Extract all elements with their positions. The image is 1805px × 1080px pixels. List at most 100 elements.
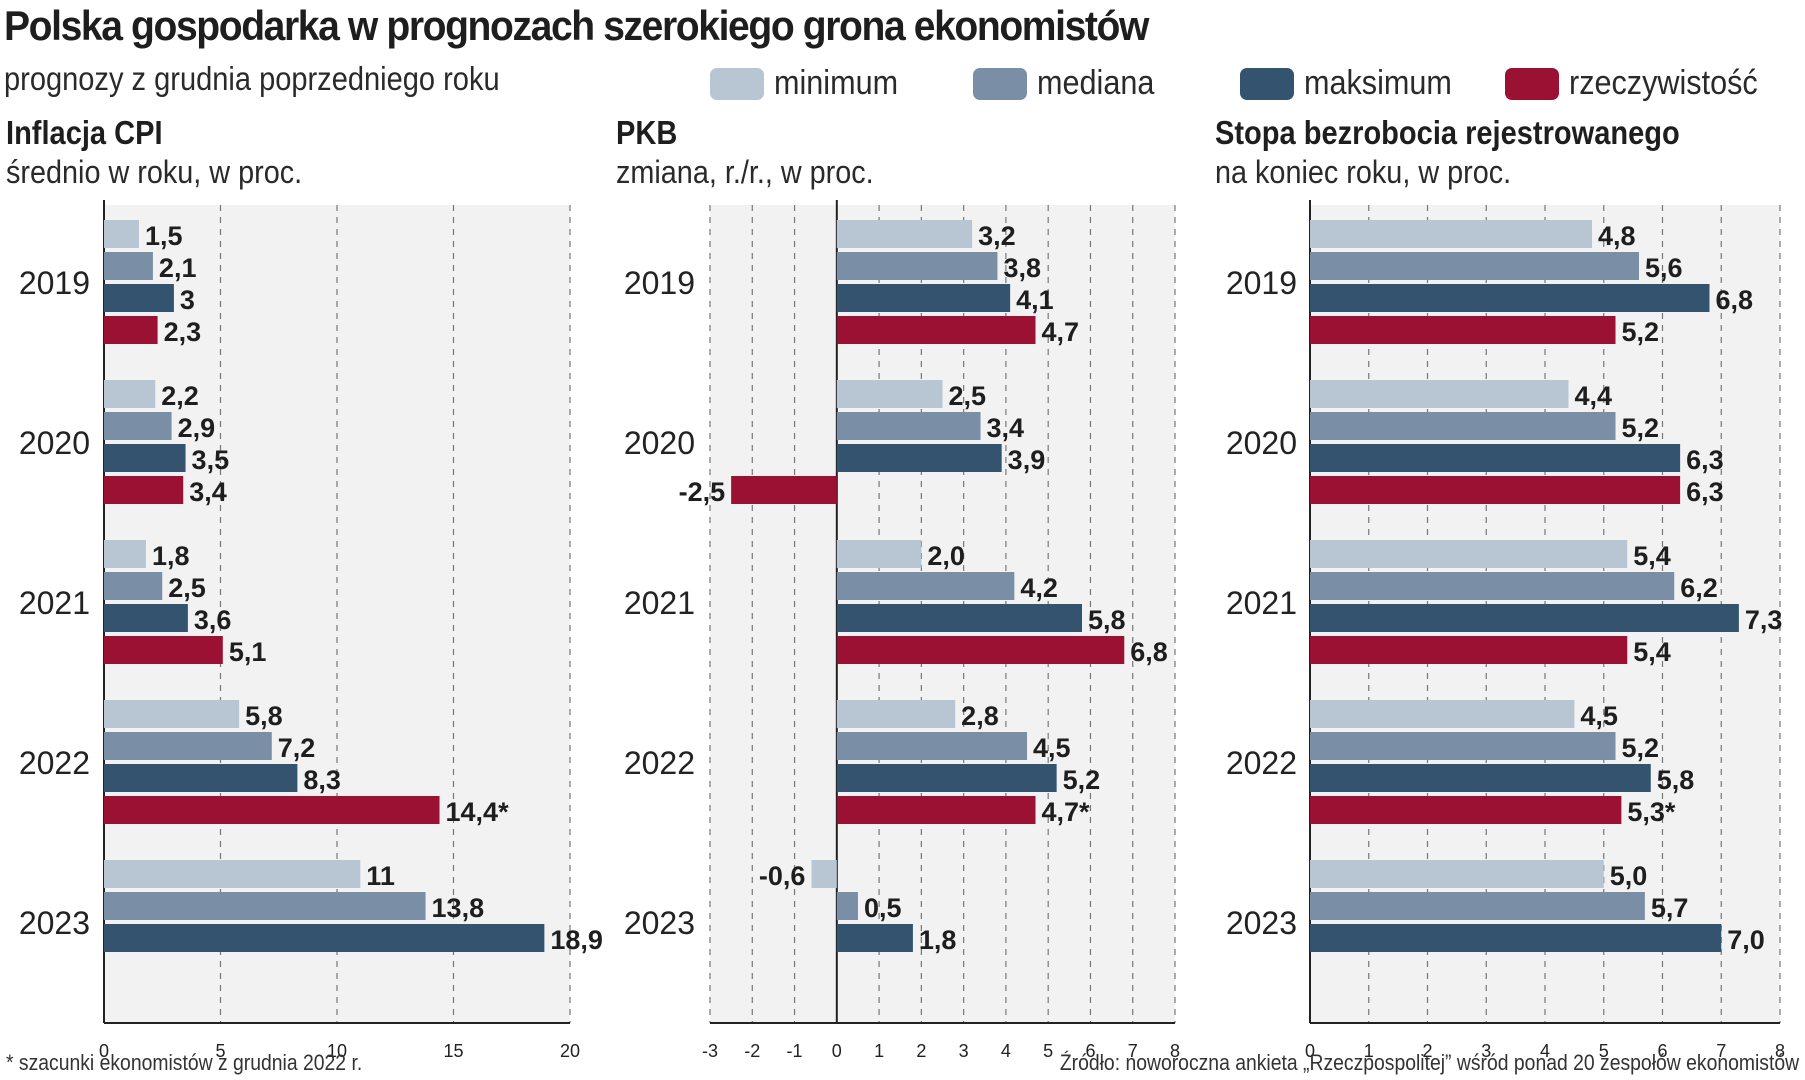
bar-value-label: 4,1 xyxy=(1016,285,1054,315)
legend-swatch-minimum xyxy=(710,67,764,100)
bar-value-label: 6,3 xyxy=(1686,445,1724,475)
bar-value-label: 4,2 xyxy=(1020,573,1058,603)
bar-value-label: 4,5 xyxy=(1033,733,1071,763)
bar-value-label: 7,0 xyxy=(1727,925,1765,955)
bar-maksimum xyxy=(104,924,545,952)
x-tick-label: 5 xyxy=(1599,1041,1609,1061)
bar-minimum xyxy=(1310,860,1604,888)
bar-rzeczywistość xyxy=(104,796,440,824)
bar-maksimum xyxy=(1310,764,1651,792)
bar-minimum xyxy=(104,860,361,888)
bar-value-label: 0,5 xyxy=(864,893,902,923)
year-label: 2023 xyxy=(19,905,90,941)
bar-maksimum xyxy=(104,444,186,472)
x-tick-label: 6 xyxy=(1085,1041,1095,1061)
bar-value-label: 2,5 xyxy=(949,381,987,411)
year-label: 2021 xyxy=(19,585,90,621)
x-tick-label: 15 xyxy=(443,1041,463,1061)
bar-rzeczywistość xyxy=(1310,636,1628,664)
bar-maksimum xyxy=(104,284,174,312)
bar-value-label: 3,5 xyxy=(192,445,230,475)
bar-value-label: 2,0 xyxy=(927,541,965,571)
bar-rzeczywistość xyxy=(731,476,837,504)
chart-subtitle: prognozy z grudnia poprzedniego roku xyxy=(4,60,500,97)
bar-value-label: 1,5 xyxy=(145,221,183,251)
panel-subtitle-gdp: zmiana, r./r., w proc. xyxy=(616,154,874,190)
bar-mediana xyxy=(836,572,1015,600)
bar-value-label: 2,2 xyxy=(161,381,199,411)
legend-label-maksimum: maksimum xyxy=(1304,64,1452,102)
bar-minimum xyxy=(104,220,139,248)
bar-value-label: 3,4 xyxy=(987,413,1025,443)
bar-value-label: 3,4 xyxy=(189,477,227,507)
year-label: 2023 xyxy=(624,905,695,941)
x-tick-label: 7 xyxy=(1128,1041,1138,1061)
x-tick-label: 8 xyxy=(1170,1041,1180,1061)
bar-value-label: 5,1 xyxy=(229,637,267,667)
bar-value-label: 5,7 xyxy=(1651,893,1689,923)
x-tick-label: 3 xyxy=(1481,1041,1491,1061)
bar-minimum xyxy=(1310,540,1628,568)
x-tick-label: 0 xyxy=(99,1041,109,1061)
bar-rzeczywistość xyxy=(104,636,223,664)
panel-subtitle-inflation: średnio w roku, w proc. xyxy=(6,154,303,190)
bar-value-label: 6,3 xyxy=(1686,477,1724,507)
year-label: 2022 xyxy=(19,745,90,781)
bar-minimum xyxy=(811,860,837,888)
bar-mediana xyxy=(1310,732,1616,760)
bar-value-label: 4,7 xyxy=(1042,317,1080,347)
bar-minimum xyxy=(104,380,156,408)
legend-swatch-maksimum xyxy=(1240,67,1294,100)
bar-maksimum xyxy=(1310,604,1739,632)
chart-gdp: -3 -2 -1 0 1 2 3 4 5 6 7 820193,23,84,14,720202,53,… xyxy=(624,200,1180,1061)
x-tick-label: 6 xyxy=(1657,1041,1667,1061)
bar-rzeczywistość xyxy=(1310,796,1622,824)
x-tick-label: 5 xyxy=(1043,1041,1053,1061)
bar-value-label: 6,8 xyxy=(1716,285,1754,315)
bar-mediana xyxy=(104,572,163,600)
bar-value-label: -2,5 xyxy=(679,477,726,507)
bar-value-label: 3,8 xyxy=(1003,253,1041,283)
chart-unemployment: 0 1 2 3 4 5 6 7 820194,85,66,85,220204,45,26,36,… xyxy=(1226,200,1785,1061)
bar-value-label: 4,7* xyxy=(1042,797,1091,827)
bar-maksimum xyxy=(104,604,188,632)
bar-value-label: 5,3* xyxy=(1627,797,1676,827)
bar-minimum xyxy=(1310,700,1575,728)
x-tick-label: 1 xyxy=(874,1041,884,1061)
x-tick-label: 1 xyxy=(1364,1041,1374,1061)
bar-maksimum xyxy=(836,764,1057,792)
bar-value-label: 5,8 xyxy=(245,701,283,731)
bar-value-label: 6,8 xyxy=(1130,637,1168,667)
year-label: 2020 xyxy=(1226,425,1297,461)
year-label: 2020 xyxy=(19,425,90,461)
bar-rzeczywistość xyxy=(1310,316,1616,344)
panel-title-inflation: Inflacja CPI xyxy=(6,114,163,151)
x-tick-label: -1 xyxy=(787,1041,803,1061)
bar-value-label: 2,1 xyxy=(159,253,197,283)
x-tick-label: -3 xyxy=(702,1041,718,1061)
bar-minimum xyxy=(104,540,146,568)
bar-value-label: 4,5 xyxy=(1580,701,1618,731)
bar-value-label: 4,4 xyxy=(1575,381,1613,411)
x-tick-label: 7 xyxy=(1716,1041,1726,1061)
x-tick-label: 20 xyxy=(560,1041,580,1061)
bar-value-label: 5,8 xyxy=(1088,605,1126,635)
bar-value-label: 5,8 xyxy=(1657,765,1695,795)
bar-minimum xyxy=(836,380,943,408)
bar-value-label: 5,4 xyxy=(1633,541,1671,571)
x-tick-label: 10 xyxy=(327,1041,347,1061)
panel-subtitle-unemployment: na koniec roku, w proc. xyxy=(1215,154,1512,190)
x-tick-label: 8 xyxy=(1775,1041,1785,1061)
year-label: 2021 xyxy=(1226,585,1297,621)
bar-value-label: 3,6 xyxy=(194,605,232,635)
bar-value-label: 11 xyxy=(366,861,395,891)
bar-mediana xyxy=(104,252,153,280)
bar-maksimum xyxy=(836,924,913,952)
bar-value-label: 5,4 xyxy=(1633,637,1671,667)
bar-value-label: 6,2 xyxy=(1680,573,1718,603)
legend-item-minimum: minimum xyxy=(710,64,912,103)
bar-minimum xyxy=(104,700,240,728)
legend-label-rzeczywistosc: rzeczywistość xyxy=(1569,64,1758,102)
x-tick-label: 0 xyxy=(832,1041,842,1061)
bar-value-label: 14,4* xyxy=(446,797,510,827)
